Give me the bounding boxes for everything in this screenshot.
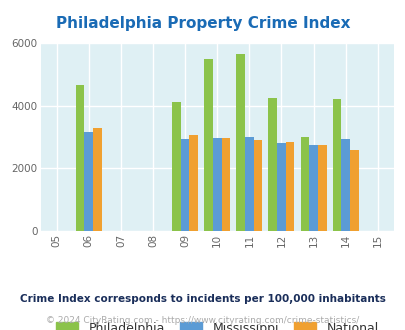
Bar [236,54,244,231]
Bar [332,99,341,231]
Bar [76,85,84,231]
Bar [300,137,309,231]
Bar [189,135,198,231]
Bar [221,138,230,231]
Bar [341,139,349,231]
Bar [84,132,93,231]
Bar [204,59,212,231]
Bar [317,145,326,231]
Bar [212,138,221,231]
Bar [277,143,285,231]
Bar [93,128,102,231]
Bar [309,145,317,231]
Text: © 2024 CityRating.com - https://www.cityrating.com/crime-statistics/: © 2024 CityRating.com - https://www.city… [46,315,359,325]
Bar [253,140,262,231]
Legend: Philadelphia, Mississippi, National: Philadelphia, Mississippi, National [56,322,377,330]
Bar [349,150,358,231]
Bar [268,98,277,231]
Text: Philadelphia Property Crime Index: Philadelphia Property Crime Index [55,16,350,31]
Text: Crime Index corresponds to incidents per 100,000 inhabitants: Crime Index corresponds to incidents per… [20,294,385,304]
Bar [180,139,189,231]
Bar [285,142,294,231]
Bar [172,102,180,231]
Bar [244,137,253,231]
